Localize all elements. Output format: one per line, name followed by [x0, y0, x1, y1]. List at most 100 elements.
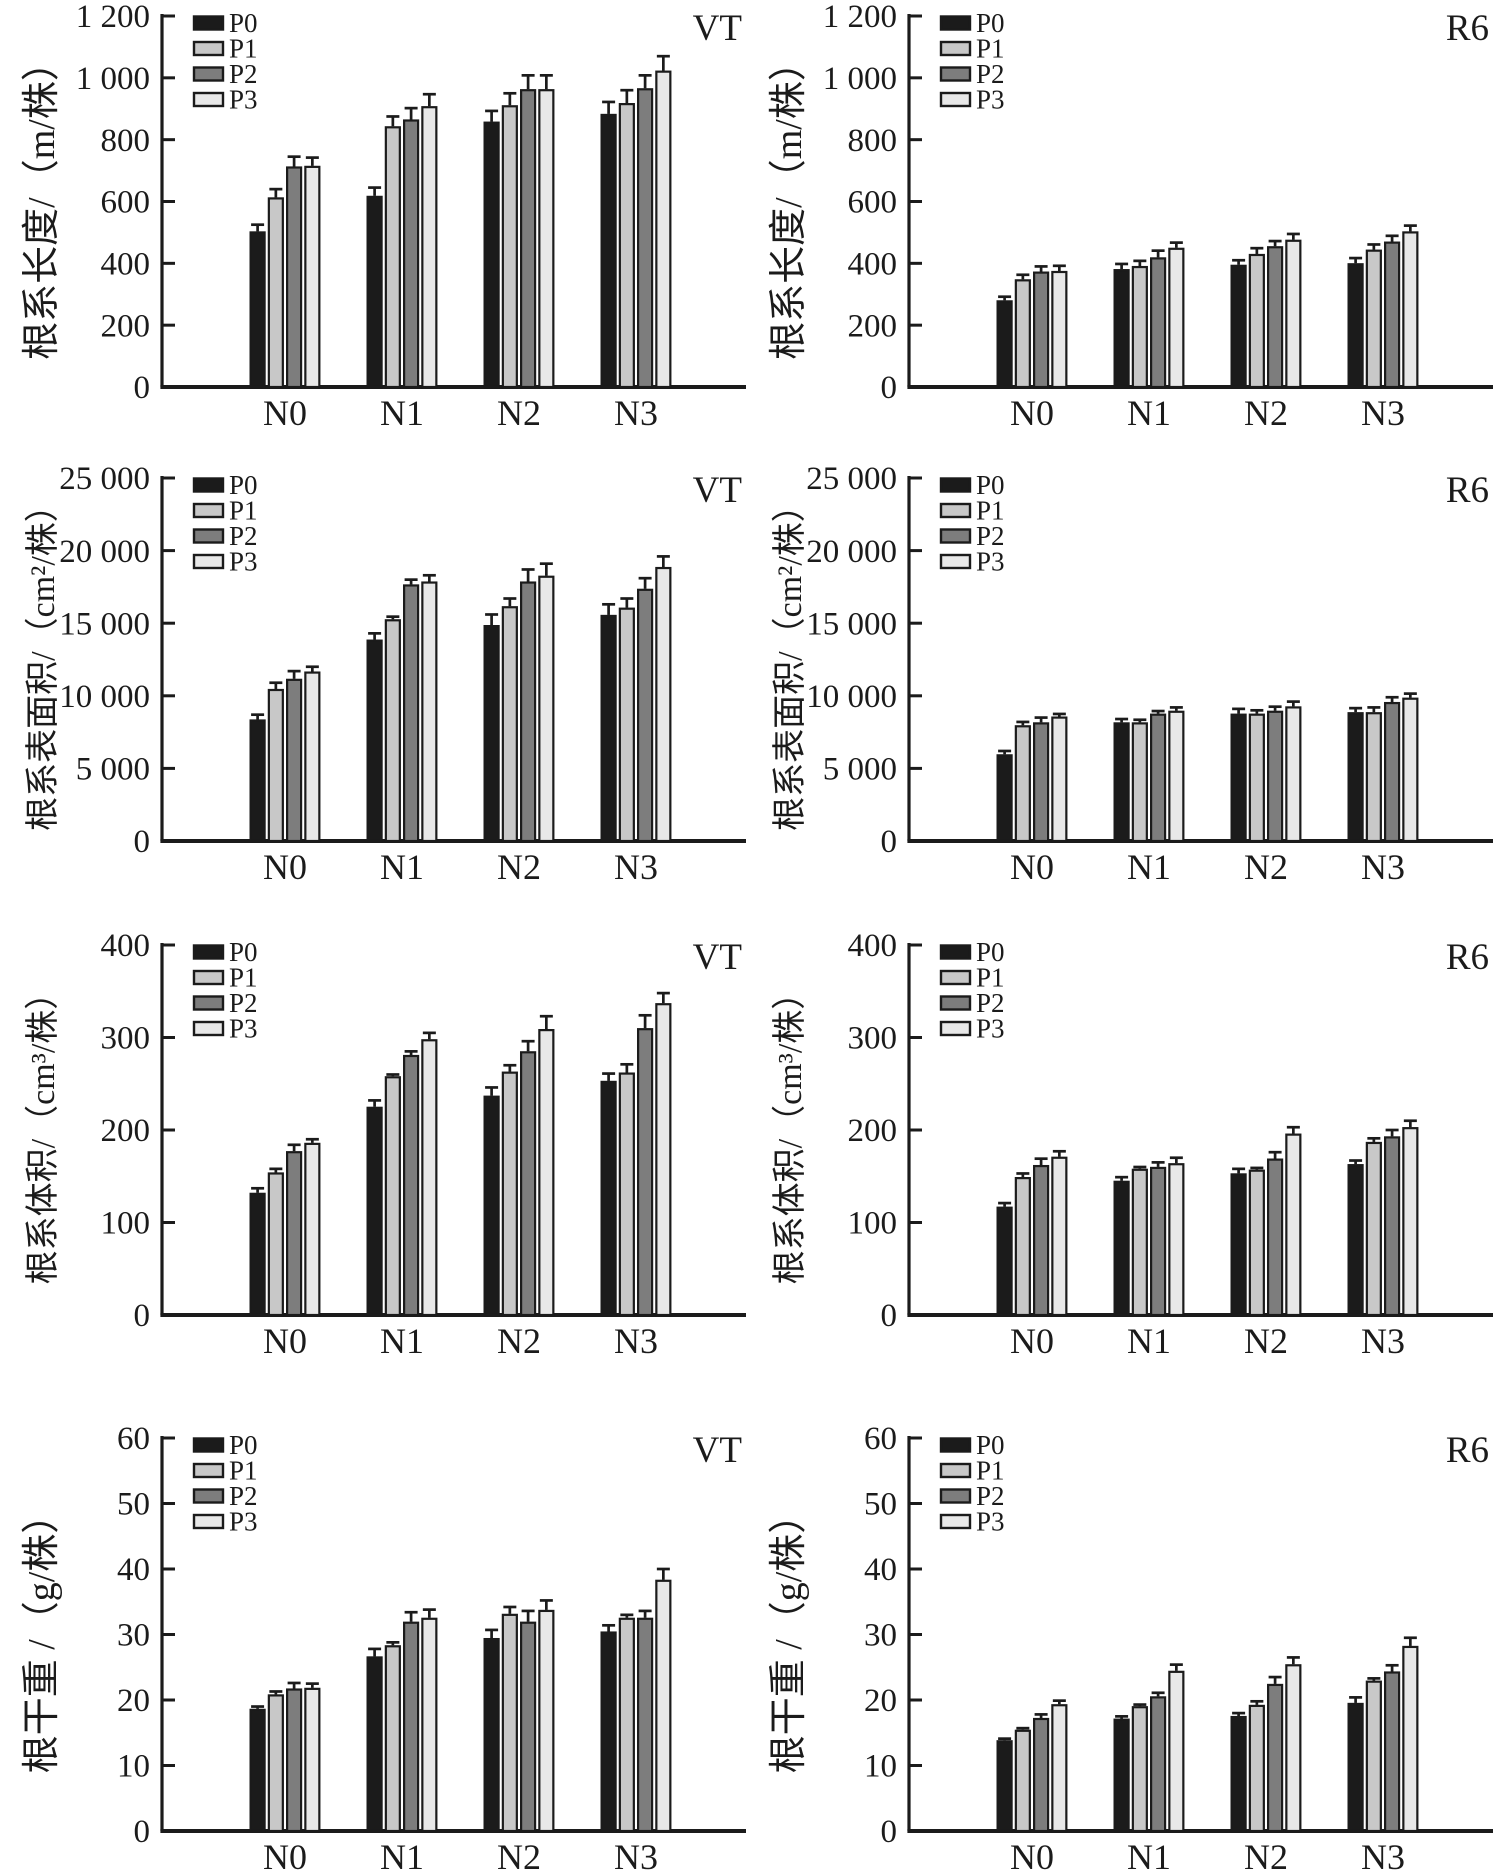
bar-N0-P2: [1033, 1164, 1050, 1317]
error-bar-N2-P1: [503, 91, 517, 106]
x-category-label: N3: [1361, 393, 1405, 433]
y-tick-label: 50: [864, 1487, 897, 1523]
error-bar-N1-P2: [404, 106, 418, 120]
legend-item-p2: P2: [192, 521, 258, 551]
panel-stage-label: R6: [1446, 470, 1489, 511]
bar-N0-P2: [1033, 722, 1050, 843]
legend-label: P0: [229, 1430, 258, 1460]
error-bar-N0-P0: [998, 749, 1012, 755]
y-tick-label: 400: [848, 928, 898, 964]
bar-N1-P2: [1150, 713, 1167, 843]
error-bar-N3-P2: [1385, 1128, 1399, 1137]
legend-item-p0: P0: [939, 8, 1005, 38]
y-tick-label: 20 000: [806, 534, 897, 570]
error-bar-N0-P1: [1016, 1172, 1030, 1178]
x-category-label: N0: [1010, 1837, 1054, 1874]
legend-item-p1: P1: [192, 34, 258, 64]
bar-N2-P0: [1230, 713, 1247, 843]
error-bar-N1-P3: [1169, 241, 1183, 248]
y-tick-label: 10: [117, 1749, 150, 1785]
legend-label: P3: [976, 547, 1005, 577]
legend-label: P0: [976, 1430, 1005, 1460]
error-bar-N0-P2: [1034, 716, 1048, 723]
bar-N3-P2: [636, 88, 654, 389]
bar-N0-P0: [249, 1708, 266, 1833]
bar-N1-P2: [1150, 257, 1167, 389]
bar-N3-P0: [1347, 1164, 1364, 1317]
y-tick-label: 0: [881, 370, 898, 406]
error-bar-N1-P0: [1115, 717, 1129, 723]
legend-label: P3: [976, 1507, 1005, 1537]
legend-label: P1: [229, 34, 258, 64]
error-bar-N3-P0: [1349, 706, 1363, 713]
y-axis-title: 根干重 /（g/株）: [21, 1496, 63, 1774]
legend-swatch-p0: [939, 944, 972, 960]
bar-N3-P0: [600, 1631, 617, 1833]
bar-N2-P1: [1248, 1169, 1265, 1317]
panel-stage-label: VT: [693, 470, 742, 511]
error-bar-N2-P1: [1250, 708, 1264, 714]
bar-N2-P3: [538, 1028, 555, 1317]
bar-N1-P2: [403, 1621, 420, 1833]
error-bar-N0-P3: [1052, 1699, 1066, 1705]
x-category-label: N3: [614, 847, 658, 887]
chart-panel-r6-root-volume: 0 100 200 300 400 根系体积/（cm³/株） R6 P0 P1 P2 P3 N0 N1 N…: [747, 920, 1494, 1400]
chart-panel-vt-dry-weight: 0 10 20 30 40 50 60 根干重 /（g/株） VT P0 P1 P2 P3 N0 N1 N2 N…: [0, 1400, 747, 1874]
bar-N0-P3: [1051, 1704, 1068, 1833]
legend-item-p2: P2: [192, 988, 258, 1018]
error-bar-N3-P0: [602, 100, 616, 114]
x-category-label: N0: [263, 847, 307, 887]
legend-item-p3: P3: [939, 547, 1005, 577]
error-bar-N2-P2: [1268, 239, 1282, 247]
bar-N0-P2: [286, 166, 303, 389]
y-axis-title: 根系体积/（cm³/株）: [771, 976, 809, 1285]
legend-label: P0: [229, 937, 258, 967]
error-bar-N1-P0: [368, 632, 382, 640]
y-tick-label: 600: [848, 185, 898, 221]
error-bar-N0-P0: [251, 1705, 265, 1709]
legend-swatch-p3: [939, 1020, 972, 1037]
y-axis-title: 根系表面积/（cm²/株）: [771, 488, 809, 831]
error-bar-N3-P0: [1349, 1159, 1363, 1165]
bar-N0-P2: [1033, 1717, 1050, 1833]
error-bar-N2-P1: [503, 1605, 517, 1614]
chart-panel-r6-surface-area: 0 5 000 10 000 15 000 20 000 25 000 根系表面积/（cm²…: [747, 455, 1494, 920]
y-tick-label: 300: [101, 1021, 151, 1057]
error-bar-N1-P0: [1115, 262, 1129, 270]
legend-label: P3: [229, 85, 258, 115]
y-tick-label: 0: [134, 824, 151, 860]
legend-swatch-p3: [192, 1020, 225, 1037]
x-category-label: N0: [1010, 393, 1054, 433]
bar-N1-P1: [384, 126, 401, 389]
bar-N0-P0: [996, 300, 1013, 389]
bar-N3-P2: [1383, 1671, 1401, 1833]
legend-label: P0: [976, 937, 1005, 967]
error-bar-N3-P0: [602, 1072, 616, 1081]
legend-item-p1: P1: [939, 496, 1005, 526]
x-category-label: N0: [1010, 1321, 1054, 1361]
legend-swatch-p0: [192, 944, 225, 960]
error-bar-N0-P2: [287, 155, 301, 167]
bar-N2-P2: [1266, 710, 1284, 843]
error-bar-N2-P1: [1250, 246, 1264, 254]
error-bar-N1-P2: [1151, 1691, 1165, 1697]
bar-N1-P1: [384, 1076, 401, 1317]
bar-N0-P3: [304, 165, 321, 389]
y-tick-label: 800: [101, 123, 151, 159]
bar-N1-P3: [1168, 1163, 1185, 1317]
bar-N3-P1: [1365, 712, 1382, 843]
bar-N2-P2: [1266, 246, 1284, 389]
error-bar-N2-P0: [485, 1628, 499, 1639]
legend-swatch-p1: [192, 1462, 225, 1479]
legend-label: P1: [229, 496, 258, 526]
bar-N0-P3: [304, 671, 321, 843]
y-tick-label: 10: [864, 1749, 897, 1785]
bar-N3-P3: [1402, 1645, 1419, 1833]
error-bar-N2-P0: [1232, 707, 1246, 714]
bar-N3-P3: [655, 566, 672, 843]
error-bar-N1-P1: [1133, 718, 1147, 723]
